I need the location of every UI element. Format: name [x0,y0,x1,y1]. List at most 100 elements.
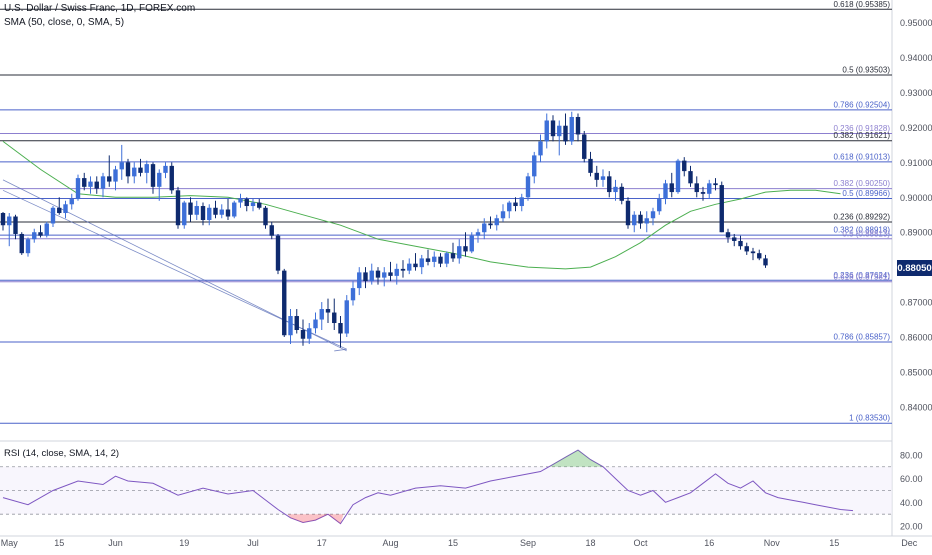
fib-level-label: 0.382 (0.90250) [834,179,891,188]
time-tick-label: May [1,538,19,548]
candle-body [307,328,312,339]
fib-level-label: 0.618 (0.91013) [834,152,891,161]
candle-body [719,185,724,233]
price-tick-label: 0.86000 [900,332,932,342]
time-tick-label: 15 [448,538,458,548]
fib-level-label: 0.382 (0.88918) [834,226,891,235]
price-tick-label: 0.85000 [900,367,932,377]
candle-body [407,263,412,271]
candle-body [282,270,287,336]
candle-body [613,186,618,193]
candle-body [582,134,587,159]
candle-body [713,183,718,186]
candle-body [544,120,549,142]
time-tick-label: Aug [382,538,398,548]
candle-body [532,155,537,177]
time-tick-label: Sep [520,538,536,548]
rsi-tick-label: 40.00 [900,498,923,508]
fib-level-label: 0.786 (0.92504) [834,100,891,109]
fib-level-label: 0.786 (0.85857) [834,332,891,341]
candle-body [107,176,112,182]
price-tick-label: 0.90000 [900,193,932,203]
candle-body [488,223,493,226]
candle-body [132,167,137,177]
candle-body [519,197,524,207]
fib-level-label: 0.5 (0.88813) [842,229,890,238]
candle-body [444,253,449,264]
candle-body [557,125,562,137]
candle-body [763,258,768,266]
candle-body [513,202,518,207]
candle-body [369,270,374,282]
candle-body [525,176,531,198]
candle-body [50,207,56,224]
fib-level-label: 0.5 (0.93503) [842,65,890,74]
candle-body [163,165,168,173]
candle-body [138,167,143,173]
candle-body [413,263,418,268]
candle-body [182,202,187,226]
candle-body [300,330,306,339]
rsi-indicator-label: RSI (14, close, SMA, 14, 2) [4,448,120,459]
candle-body [232,202,237,217]
price-tick-label: 0.93000 [900,88,932,98]
rsi-tick-label: 20.00 [900,522,923,532]
last-price-badge: 0.88050 [897,260,932,276]
fib-level-label: 0.382 (0.91621) [834,131,891,140]
candle-body [269,225,274,236]
candle-body [644,218,649,224]
candle-body [357,272,362,289]
candle-body [682,160,687,172]
time-tick-label: 18 [585,538,595,548]
candle-body [125,162,131,177]
candle-body [75,178,81,200]
time-tick-label: 15 [54,538,64,548]
time-tick-label: 17 [317,538,327,548]
candle-body [175,190,181,226]
candle-body [7,216,12,226]
candle-body [700,192,706,194]
candle-body [738,240,743,247]
candle-body [388,272,393,276]
time-tick-label: Oct [633,538,648,548]
candle-body [725,232,731,238]
rsi-overbought-fill [549,450,607,467]
candle-body [619,186,624,201]
candle-body [450,253,456,259]
candle-body [744,246,749,252]
rsi-tick-label: 60.00 [900,474,923,484]
candle-body [200,206,206,220]
price-tick-label: 0.84000 [900,402,932,412]
fib-level-label: 0.236 (0.91828) [834,124,891,133]
sma-line [2,140,841,270]
candle-body [657,199,662,212]
candle-body [438,256,443,264]
candle-body [57,207,62,214]
price-tick-label: 0.94000 [900,53,932,63]
candle-body [663,183,668,200]
candle-body [238,199,243,203]
candle-body [94,181,99,189]
fib-level-label: 0.618 (0.87581) [834,272,891,281]
candle-body [63,204,68,214]
price-tick-label: 0.87000 [900,298,932,308]
candle-body [219,209,224,215]
price-tick-label: 0.92000 [900,123,932,133]
chart-title: U.S. Dollar / Swiss Franc, 1D, FOREX.com [4,3,196,14]
candle-body [150,164,156,187]
candle-body [563,125,568,142]
candle-body [732,237,737,241]
candle-body [38,232,43,236]
time-tick-label: Nov [764,538,781,548]
candle-body [213,207,218,215]
candle-body [607,176,612,193]
candle-body [188,202,193,215]
fib-level-label: 0.236 (0.87624) [834,271,891,280]
candle-body [82,178,87,187]
candle-body [569,116,574,142]
candle-body [382,272,387,278]
candle-body [650,211,656,219]
candle-body [425,258,431,262]
candle-body [757,253,762,259]
candle-body [207,207,212,220]
